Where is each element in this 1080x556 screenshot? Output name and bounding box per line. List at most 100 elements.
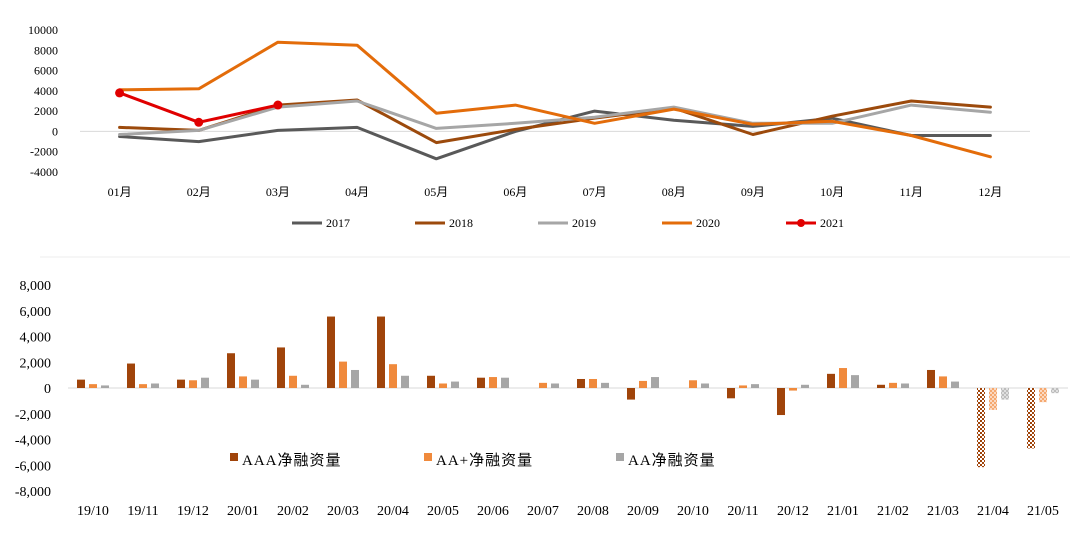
x-tick-label: 20/09 xyxy=(627,504,659,519)
bar xyxy=(227,353,235,388)
x-tick-label: 19/11 xyxy=(127,504,158,519)
bar xyxy=(789,388,797,391)
bar xyxy=(189,380,197,388)
bar xyxy=(627,388,635,400)
x-tick-label: 20/05 xyxy=(427,504,459,519)
x-tick-label: 20/04 xyxy=(377,504,409,519)
bar xyxy=(301,384,309,388)
bar xyxy=(877,384,885,388)
data-point xyxy=(115,88,125,98)
bar xyxy=(651,377,659,388)
bar xyxy=(801,384,809,388)
bar xyxy=(427,375,435,388)
x-tick-label: 05月 xyxy=(424,185,448,199)
y-tick-label: 4,000 xyxy=(20,331,52,346)
y-tick-label: -4,000 xyxy=(15,434,51,449)
x-tick-label: 04月 xyxy=(345,185,369,199)
bar xyxy=(389,364,397,388)
bar xyxy=(151,383,159,388)
legend-swatch xyxy=(616,453,624,461)
x-tick-label: 20/07 xyxy=(527,504,559,519)
x-tick-label: 02月 xyxy=(187,185,211,199)
bar xyxy=(77,379,85,388)
bar xyxy=(927,369,935,388)
x-tick-label: 19/10 xyxy=(77,504,109,519)
bar xyxy=(1001,388,1009,400)
bar xyxy=(351,369,359,388)
bar xyxy=(477,377,485,388)
bar xyxy=(901,383,909,388)
bar xyxy=(127,363,135,388)
x-tick-label: 20/08 xyxy=(577,504,609,519)
x-tick-label: 20/12 xyxy=(777,504,809,519)
legend-label: AA+净融资量 xyxy=(436,452,533,469)
legend-label: 2021 xyxy=(820,216,844,230)
bar xyxy=(327,316,335,388)
bar xyxy=(589,378,597,388)
bar xyxy=(501,377,509,388)
bar xyxy=(201,377,209,388)
bar xyxy=(777,388,785,416)
legend-label: AA净融资量 xyxy=(628,452,716,469)
bar xyxy=(277,347,285,388)
bar xyxy=(601,382,609,388)
y-tick-label: 10000 xyxy=(28,23,58,37)
x-tick-label: 11月 xyxy=(899,185,923,199)
x-tick-label: 21/01 xyxy=(827,504,859,519)
y-tick-label: -2,000 xyxy=(15,408,51,423)
bar xyxy=(251,379,259,388)
y-tick-label: -6,000 xyxy=(15,459,51,474)
bar xyxy=(1039,388,1047,403)
bar xyxy=(451,381,459,388)
legend-label: 2019 xyxy=(572,216,596,230)
bar xyxy=(751,384,759,388)
x-tick-label: 21/03 xyxy=(927,504,959,519)
legend-marker xyxy=(797,219,805,227)
y-tick-label: 2000 xyxy=(34,104,58,118)
x-tick-label: 20/10 xyxy=(677,504,709,519)
bar xyxy=(339,361,347,388)
bar xyxy=(577,378,585,388)
x-tick-label: 20/11 xyxy=(727,504,758,519)
bar xyxy=(239,376,247,388)
x-tick-label: 01月 xyxy=(108,185,132,199)
bar xyxy=(951,381,959,388)
legend-label: AAA净融资量 xyxy=(242,452,342,469)
bar xyxy=(1051,388,1059,394)
x-tick-label: 09月 xyxy=(741,185,765,199)
data-point xyxy=(273,100,283,110)
bar xyxy=(177,379,185,388)
x-tick-label: 20/01 xyxy=(227,504,259,519)
bar xyxy=(551,383,559,388)
bar xyxy=(739,385,747,388)
y-tick-label: 8,000 xyxy=(20,279,52,294)
x-tick-label: 21/04 xyxy=(977,504,1009,519)
legend-swatch xyxy=(230,453,238,461)
bar xyxy=(701,383,709,388)
x-tick-label: 21/05 xyxy=(1027,504,1059,519)
bar xyxy=(727,388,735,399)
legend-label: 2017 xyxy=(326,216,350,230)
bar xyxy=(89,384,97,388)
series-line-2020 xyxy=(118,40,992,159)
bar xyxy=(689,380,697,388)
bar xyxy=(939,376,947,388)
y-tick-label: 2,000 xyxy=(20,356,52,371)
legend-swatch xyxy=(424,453,432,461)
bar xyxy=(839,368,847,388)
bar xyxy=(827,373,835,388)
y-tick-label: 6000 xyxy=(34,64,58,78)
bar xyxy=(1027,388,1035,449)
y-tick-label: 4000 xyxy=(34,84,58,98)
y-tick-label: 0 xyxy=(52,124,58,138)
y-tick-label: 0 xyxy=(44,382,51,397)
bar xyxy=(851,375,859,388)
x-tick-label: 07月 xyxy=(583,185,607,199)
bar xyxy=(101,385,109,388)
x-tick-label: 03月 xyxy=(266,185,290,199)
bar xyxy=(989,388,997,410)
x-tick-label: 19/12 xyxy=(177,504,209,519)
x-tick-label: 20/02 xyxy=(277,504,309,519)
